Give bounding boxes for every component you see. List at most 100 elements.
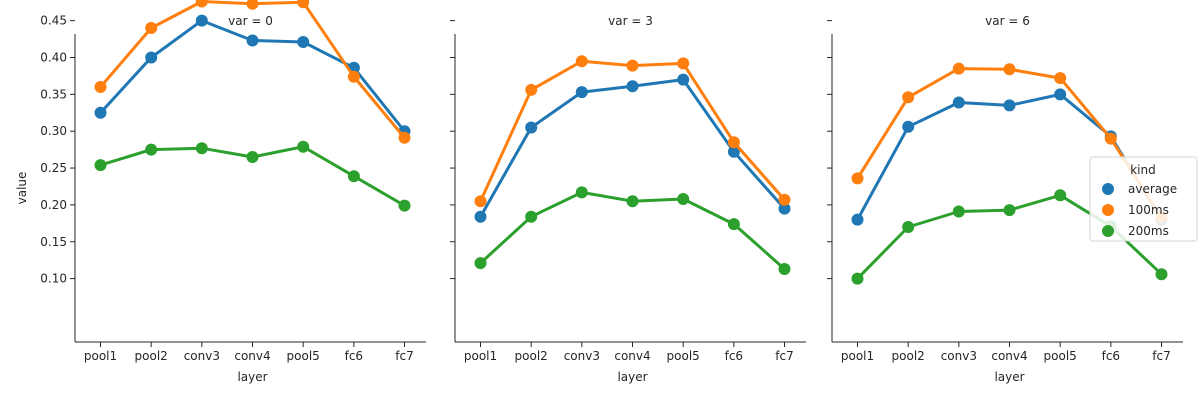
data-point-200ms [952, 205, 965, 218]
data-point-100ms [246, 0, 259, 10]
x-tick-label: pool2 [892, 349, 925, 363]
y-axis-title: value [15, 172, 29, 205]
x-axis-title: layer [237, 370, 267, 384]
legend-marker-200ms [1102, 225, 1114, 237]
x-tick-label: pool2 [135, 349, 168, 363]
data-point-200ms [1155, 268, 1168, 281]
data-point-200ms [474, 257, 487, 270]
legend-box [1089, 156, 1198, 242]
x-tick-label: fc6 [345, 349, 363, 363]
legend-label-100ms: 100ms [1128, 203, 1169, 217]
y-tick-label: 0.25 [40, 161, 67, 175]
data-point-average [902, 120, 915, 133]
x-tick-label: fc7 [395, 349, 413, 363]
x-tick-label: pool5 [287, 349, 320, 363]
data-point-average [575, 86, 588, 99]
data-point-average [1003, 99, 1016, 112]
data-point-200ms [1054, 189, 1067, 202]
data-point-average [952, 96, 965, 109]
x-axis-title: layer [617, 370, 647, 384]
data-point-100ms [145, 22, 158, 34]
x-tick-label: fc6 [725, 349, 743, 363]
x-tick-label: conv4 [614, 349, 650, 363]
data-point-average [677, 73, 690, 86]
data-point-200ms [347, 170, 360, 183]
data-point-100ms [297, 0, 310, 9]
legend: kind average 100ms 200ms [1089, 156, 1198, 242]
data-point-average [851, 213, 864, 226]
data-point-100ms [94, 81, 107, 93]
panel-title: var = 0 [228, 14, 273, 28]
data-point-average [525, 121, 538, 134]
data-point-100ms [952, 62, 965, 75]
y-tick-label: 0.15 [40, 235, 67, 249]
data-point-100ms [474, 195, 487, 208]
x-tick-label: conv3 [941, 349, 977, 363]
data-point-100ms [398, 131, 411, 144]
data-point-100ms [575, 55, 588, 68]
data-point-100ms [195, 0, 208, 8]
data-point-average [246, 34, 259, 47]
x-tick-label: conv4 [991, 349, 1027, 363]
data-point-200ms [575, 186, 588, 199]
data-point-200ms [398, 199, 411, 212]
x-tick-label: pool1 [841, 349, 874, 363]
data-point-average [195, 14, 208, 27]
x-tick-label: pool5 [1044, 349, 1077, 363]
legend-label-average: average [1128, 182, 1177, 196]
facet-panel-1: var = 3 pool1 pool2 conv3 conv4 pool5 fc6 fc7 la… [450, 14, 806, 384]
data-point-200ms [525, 210, 538, 223]
x-axis-title: layer [994, 370, 1024, 384]
y-tick-label: 0.20 [40, 198, 67, 212]
legend-marker-100ms [1102, 204, 1114, 216]
data-point-average [778, 202, 791, 215]
data-point-average [297, 36, 310, 48]
x-tick-label: conv3 [184, 349, 220, 363]
data-point-100ms [778, 193, 791, 206]
data-point-100ms [851, 172, 864, 185]
x-tick-label: conv3 [564, 349, 600, 363]
data-point-200ms [626, 195, 639, 208]
data-point-100ms [727, 136, 740, 149]
data-point-200ms [727, 218, 740, 231]
legend-title: kind [1130, 163, 1156, 177]
data-point-100ms [1003, 63, 1016, 76]
data-point-average [626, 80, 639, 93]
data-point-100ms [347, 70, 360, 83]
data-point-100ms [902, 91, 915, 104]
x-tick-label: pool1 [464, 349, 497, 363]
data-point-200ms [677, 193, 690, 205]
data-point-100ms [525, 83, 538, 96]
data-point-200ms [94, 159, 107, 172]
data-point-200ms [1003, 204, 1016, 217]
y-tick-label: 0.45 [40, 14, 67, 28]
x-tick-label: fc7 [1152, 349, 1170, 363]
data-point-200ms [246, 151, 259, 163]
legend-marker-average [1102, 183, 1114, 195]
data-point-average [94, 106, 107, 119]
data-point-200ms [851, 272, 864, 285]
data-point-100ms [1054, 72, 1067, 85]
legend-label-200ms: 200ms [1128, 224, 1169, 238]
data-point-average [727, 145, 740, 158]
panel-title: var = 6 [985, 14, 1030, 28]
y-tick-label: 0.30 [40, 124, 67, 138]
x-tick-label: fc7 [775, 349, 793, 363]
x-tick-label: pool1 [84, 349, 117, 363]
data-point-200ms [902, 221, 915, 233]
x-tick-label: conv4 [234, 349, 270, 363]
data-point-average [145, 51, 158, 64]
data-point-100ms [626, 59, 639, 72]
y-tick-label: 0.35 [40, 87, 67, 101]
x-tick-label: pool2 [515, 349, 548, 363]
data-point-200ms [778, 263, 791, 275]
panel-title: var = 3 [608, 14, 653, 28]
y-tick-label: 0.10 [40, 272, 67, 286]
y-tick-label: 0.40 [40, 51, 67, 65]
data-point-100ms [677, 57, 690, 70]
data-point-200ms [195, 142, 208, 155]
data-point-average [474, 210, 487, 223]
data-point-200ms [297, 140, 310, 153]
